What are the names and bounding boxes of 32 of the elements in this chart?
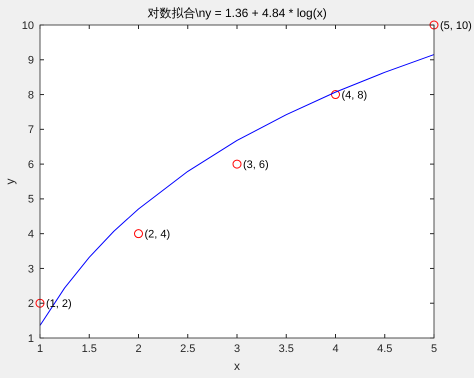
chart-title: 对数拟合\ny = 1.36 + 4.84 * log(x) — [147, 6, 327, 20]
y-axis-title: y — [3, 178, 17, 184]
y-tick-label: 5 — [28, 194, 34, 206]
y-tick-label: 10 — [22, 20, 34, 32]
annotation: (5, 10) — [440, 20, 472, 32]
line-series — [40, 54, 434, 326]
y-tick-label: 7 — [28, 124, 34, 136]
point — [232, 160, 242, 169]
y-tick-label: 3 — [28, 263, 34, 276]
point — [36, 298, 44, 308]
y-tick-label: 9 — [28, 54, 34, 67]
point — [331, 90, 340, 100]
y-tick-label: 1 — [28, 332, 34, 345]
point — [430, 20, 438, 30]
x-tick-label: 4 — [332, 343, 339, 355]
x-tick-label: 1.5 — [82, 343, 97, 355]
annotation: (2, 4) — [144, 228, 170, 241]
annotation: (4, 8) — [342, 89, 368, 102]
x-tick-label: 1 — [36, 343, 44, 355]
x-tick-label: 3.5 — [278, 343, 294, 355]
x-axis-title: x — [234, 359, 240, 373]
y-tick-label: 4 — [28, 228, 34, 241]
x-tick-label: 5 — [430, 343, 438, 355]
x-tick-label: 2 — [135, 343, 142, 355]
x-tick-label: 3 — [234, 343, 240, 355]
y-tick-label: 8 — [28, 89, 34, 102]
y-tick-label: 6 — [28, 158, 34, 171]
point — [134, 229, 143, 238]
annotation: (3, 6) — [243, 158, 269, 171]
x-tick-label: 2.5 — [180, 343, 196, 355]
x-tick-label: 4.5 — [377, 343, 392, 355]
y-tick-label: 2 — [28, 298, 34, 310]
